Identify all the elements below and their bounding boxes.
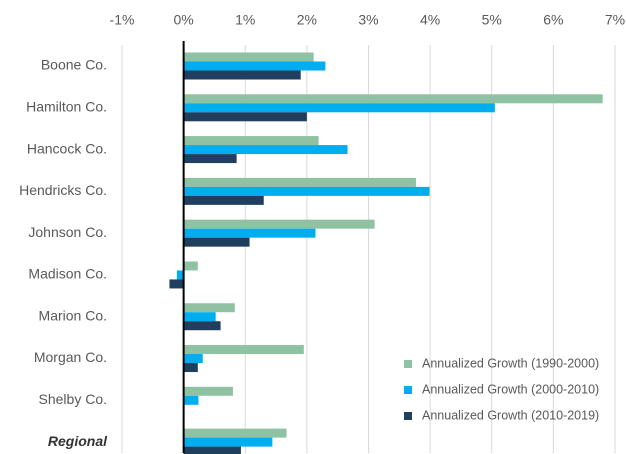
bar: [183, 303, 235, 313]
bar: [183, 195, 264, 205]
bar: [183, 94, 603, 104]
bar: [183, 345, 304, 355]
legend-label: Annualized Growth (1990-2000): [422, 356, 599, 370]
bar: [183, 52, 314, 62]
y-tick-label: Shelby Co.: [39, 391, 107, 407]
x-tick-label: 6%: [543, 12, 563, 28]
y-tick-label: Johnson Co.: [28, 224, 107, 240]
y-tick-label: Hendricks Co.: [19, 182, 107, 198]
bar: [183, 354, 203, 364]
bar: [183, 363, 198, 373]
bar: [169, 279, 184, 289]
y-tick-label: Hamilton Co.: [26, 98, 107, 114]
x-tick-label: 2%: [297, 12, 317, 28]
bar: [183, 154, 237, 164]
bar: [183, 228, 316, 238]
bar: [176, 270, 184, 280]
x-tick-label: 1%: [235, 12, 255, 28]
y-tick-label: Boone Co.: [41, 57, 107, 73]
y-tick-label: Regional: [48, 433, 108, 449]
legend-swatch: [404, 386, 412, 394]
bar: [183, 261, 198, 271]
bar: [183, 437, 273, 447]
bar: [183, 312, 216, 322]
bar: [183, 186, 430, 196]
bar: [183, 446, 241, 454]
y-tick-label: Hancock Co.: [27, 140, 107, 156]
bar: [183, 145, 348, 155]
bar: [183, 112, 307, 122]
legend-swatch: [404, 412, 412, 420]
x-tick-label: -1%: [110, 12, 135, 28]
bar: [183, 237, 250, 247]
bar: [183, 321, 221, 331]
y-tick-label: Marion Co.: [39, 307, 107, 323]
legend-swatch: [404, 360, 412, 368]
legend-label: Annualized Growth (2000-2010): [422, 382, 599, 396]
bar: [183, 103, 495, 113]
bar: [183, 136, 319, 146]
x-tick-label: 4%: [420, 12, 440, 28]
y-tick-label: Morgan Co.: [34, 349, 107, 365]
bar: [183, 70, 301, 80]
legend-label: Annualized Growth (2010-2019): [422, 408, 599, 422]
x-tick-label: 3%: [358, 12, 378, 28]
bar: [183, 219, 375, 229]
bar: [183, 61, 326, 71]
bar: [183, 386, 233, 396]
bar: [183, 177, 416, 187]
y-tick-label: Madison Co.: [28, 266, 107, 282]
bar: [183, 395, 199, 405]
x-tick-label: 0%: [174, 12, 194, 28]
bar: [183, 428, 287, 438]
x-tick-label: 5%: [482, 12, 502, 28]
x-tick-label: 7%: [605, 12, 625, 28]
